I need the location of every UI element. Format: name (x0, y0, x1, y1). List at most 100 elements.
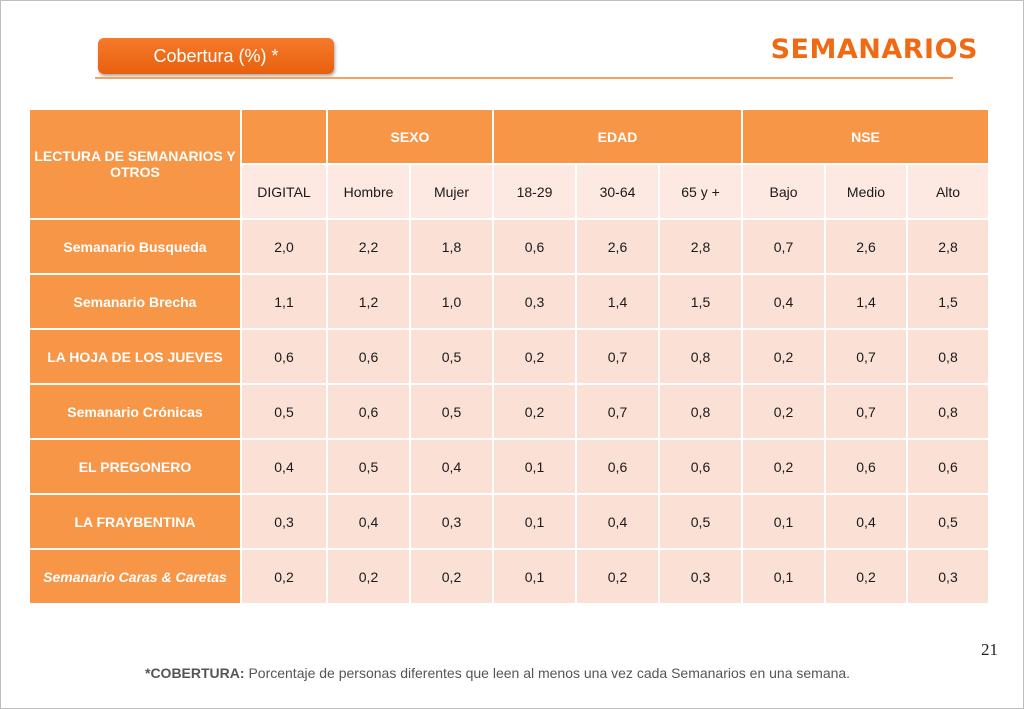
table-cell: 0,6 (824, 438, 908, 495)
table-cell: 0,2 (741, 328, 826, 385)
coverage-badge-label: Cobertura (%) * (153, 45, 279, 66)
table-cell: 0,3 (240, 493, 328, 550)
table-cell: 0,2 (575, 548, 660, 605)
table-cell: 0,1 (492, 548, 577, 605)
column-header: Bajo (741, 163, 826, 220)
table-cell: 0,6 (906, 438, 990, 495)
header-divider (95, 77, 953, 79)
row-label: Semanario Caras & Caretas (28, 548, 242, 605)
table-row: Semanario Crónicas 0,5 0,6 0,5 0,2 0,7 0,8 0,2 0… (28, 383, 990, 440)
group-header-edad: EDAD (492, 108, 743, 165)
table-cell: 0,5 (658, 493, 743, 550)
table-cell: 2,2 (326, 218, 411, 275)
table-cell: 0,4 (240, 438, 328, 495)
table-cell: 0,6 (326, 328, 411, 385)
table-cell: 0,1 (492, 438, 577, 495)
table-cell: 0,1 (741, 548, 826, 605)
table-cell: 0,6 (658, 438, 743, 495)
table-cell: 0,8 (906, 383, 990, 440)
table-cell: 0,4 (824, 493, 908, 550)
table-cell: 2,6 (575, 218, 660, 275)
table-cell: 0,4 (326, 493, 411, 550)
page-number: 21 (981, 640, 998, 659)
row-label: Semanario Crónicas (28, 383, 242, 440)
column-header: Mujer (409, 163, 494, 220)
table-cell: 0,7 (741, 218, 826, 275)
table-cell: 0,2 (492, 383, 577, 440)
table-cell: 0,5 (326, 438, 411, 495)
table-cell: 0,3 (409, 493, 494, 550)
group-header-row: LECTURA DE SEMANARIOS Y OTROS SEXO EDAD … (28, 108, 990, 220)
table-cell: 0,6 (492, 218, 577, 275)
digital-group-header (240, 108, 328, 165)
column-header: 18-29 (492, 163, 577, 220)
column-header-row: DIGITAL Hombre Mujer 18-29 30-64 65 y + … (29, 163, 990, 220)
footnote-term: *COBERTURA: (145, 665, 245, 681)
table-row: Semanario Brecha 1,1 1,2 1,0 0,3 1,4 1,5 0,4 1,4… (28, 273, 990, 330)
table-row: Semanario Caras & Caretas 0,2 0,2 0,2 0,1 0,2… (28, 548, 990, 605)
table-cell: 0,5 (409, 383, 494, 440)
table-cell: 0,3 (492, 273, 577, 330)
table-cell: 0,4 (575, 493, 660, 550)
column-header: 30-64 (575, 163, 660, 220)
coverage-badge: Cobertura (%) * (98, 38, 334, 74)
row-label: Semanario Brecha (28, 273, 242, 330)
table-cell: 0,5 (409, 328, 494, 385)
table-cell: 1,0 (409, 273, 494, 330)
table-row: LA FRAYBENTINA 0,3 0,4 0,3 0,1 0,4 0,5 0,1 0,4 0,… (28, 493, 990, 550)
table-cell: 0,2 (240, 548, 328, 605)
table-cell: 0,7 (824, 328, 908, 385)
table-cell: 0,2 (741, 438, 826, 495)
table-cell: 1,8 (409, 218, 494, 275)
corner-header: LECTURA DE SEMANARIOS Y OTROS (28, 108, 242, 220)
table-cell: 0,2 (824, 548, 908, 605)
row-label: LA HOJA DE LOS JUEVES (28, 328, 242, 385)
table-cell: 1,5 (906, 273, 990, 330)
row-label: LA FRAYBENTINA (28, 493, 242, 550)
footnote: *COBERTURA: Porcentaje de personas difer… (145, 664, 885, 683)
table-cell: 0,3 (658, 548, 743, 605)
table-cell: 0,1 (492, 493, 577, 550)
group-header-sexo: SEXO (326, 108, 494, 165)
slide-title: SEMANARIOS (770, 34, 978, 65)
table-cell: 0,7 (824, 383, 908, 440)
table-cell: 0,2 (741, 383, 826, 440)
table-body: Semanario Busqueda 2,0 2,2 1,8 0,6 2,6 2,8 0,7 2… (28, 218, 990, 605)
table-cell: 0,5 (240, 383, 328, 440)
table-cell: 2,6 (824, 218, 908, 275)
table-cell: 1,5 (658, 273, 743, 330)
table-cell: 1,4 (824, 273, 908, 330)
column-header: Alto (906, 163, 990, 220)
table-row: Semanario Busqueda 2,0 2,2 1,8 0,6 2,6 2,8 0,7 2… (28, 218, 990, 275)
table-cell: 0,8 (658, 383, 743, 440)
table-cell: 0,6 (240, 328, 328, 385)
footnote-text: Porcentaje de personas diferentes que le… (244, 665, 851, 681)
table-cell: 2,8 (906, 218, 990, 275)
table-cell: 0,3 (906, 548, 990, 605)
table-cell: 0,7 (575, 328, 660, 385)
table-cell: 0,2 (326, 548, 411, 605)
table-cell: 0,8 (906, 328, 990, 385)
row-label: EL PREGONERO (28, 438, 242, 495)
table-cell: 0,6 (575, 438, 660, 495)
table-cell: 1,2 (326, 273, 411, 330)
table-cell: 0,4 (741, 273, 826, 330)
table-cell: 1,1 (240, 273, 328, 330)
table-cell: 0,2 (492, 328, 577, 385)
table-cell: 0,8 (658, 328, 743, 385)
group-header-nse: NSE (741, 108, 990, 165)
table-cell: 2,8 (658, 218, 743, 275)
table-cell: 0,6 (326, 383, 411, 440)
table-cell: 0,5 (906, 493, 990, 550)
column-header: Hombre (326, 163, 411, 220)
table-row: LA HOJA DE LOS JUEVES 0,6 0,6 0,5 0,2 0,7 0,8 0… (28, 328, 990, 385)
table-cell: 0,7 (575, 383, 660, 440)
column-header: Medio (824, 163, 908, 220)
table-cell: 0,4 (409, 438, 494, 495)
table-cell: 1,4 (575, 273, 660, 330)
table-row: EL PREGONERO 0,4 0,5 0,4 0,1 0,6 0,6 0,2 0,6 0,6 (28, 438, 990, 495)
table-cell: 2,0 (240, 218, 328, 275)
table-cell: 0,2 (409, 548, 494, 605)
column-header: DIGITAL (240, 163, 328, 220)
table-cell: 0,1 (741, 493, 826, 550)
